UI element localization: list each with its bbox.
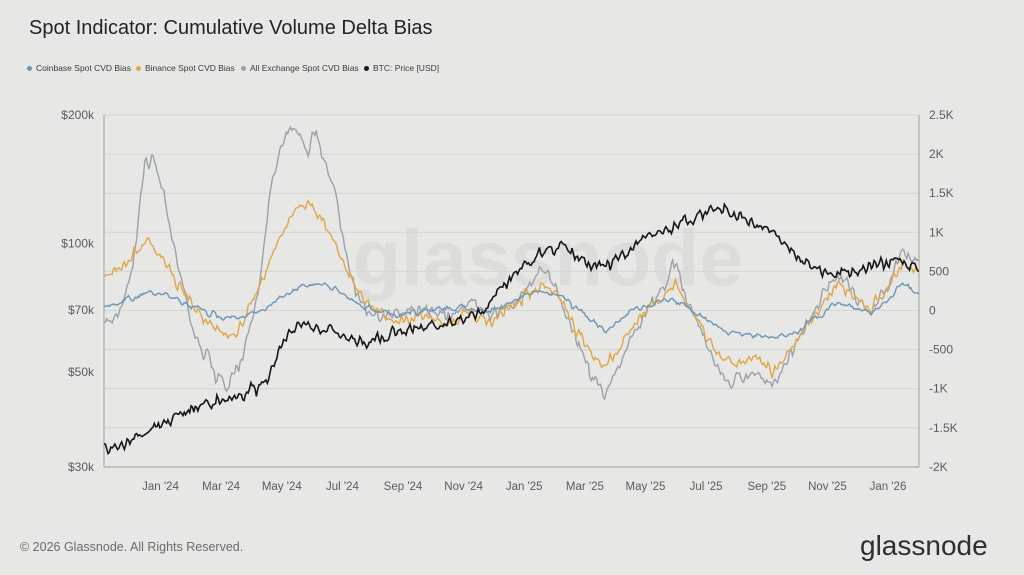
svg-text:May '24: May '24 — [262, 481, 303, 493]
svg-text:Sep '24: Sep '24 — [384, 481, 423, 493]
svg-text:0: 0 — [929, 304, 936, 318]
svg-text:2.5K: 2.5K — [929, 108, 954, 122]
svg-text:$200k: $200k — [61, 108, 95, 122]
svg-text:Jul '25: Jul '25 — [690, 481, 723, 493]
svg-text:2K: 2K — [929, 147, 944, 161]
svg-text:Jan '26: Jan '26 — [870, 481, 907, 493]
svg-text:Jul '24: Jul '24 — [326, 481, 359, 493]
svg-text:glassnode: glassnode — [353, 213, 744, 302]
svg-text:$30k: $30k — [68, 460, 95, 474]
svg-text:1.5K: 1.5K — [929, 186, 954, 200]
svg-text:-1K: -1K — [929, 382, 948, 396]
svg-text:1K: 1K — [929, 225, 944, 239]
svg-text:Nov '25: Nov '25 — [808, 481, 847, 493]
svg-text:Sep '25: Sep '25 — [747, 481, 786, 493]
svg-text:-2K: -2K — [929, 460, 948, 474]
svg-text:Mar '25: Mar '25 — [566, 481, 604, 493]
svg-text:$100k: $100k — [61, 237, 95, 251]
svg-text:glassnode: glassnode — [860, 530, 988, 561]
svg-text:Nov '24: Nov '24 — [444, 481, 483, 493]
svg-text:$70k: $70k — [68, 303, 95, 317]
svg-text:$50k: $50k — [68, 365, 95, 379]
svg-text:Mar '24: Mar '24 — [202, 481, 241, 493]
svg-text:Jan '25: Jan '25 — [506, 481, 543, 493]
svg-text:Jan '24: Jan '24 — [142, 481, 179, 493]
svg-text:-1.5K: -1.5K — [929, 421, 958, 435]
svg-text:500: 500 — [929, 264, 949, 278]
svg-text:-500: -500 — [929, 343, 953, 357]
svg-text:May '25: May '25 — [626, 481, 666, 493]
